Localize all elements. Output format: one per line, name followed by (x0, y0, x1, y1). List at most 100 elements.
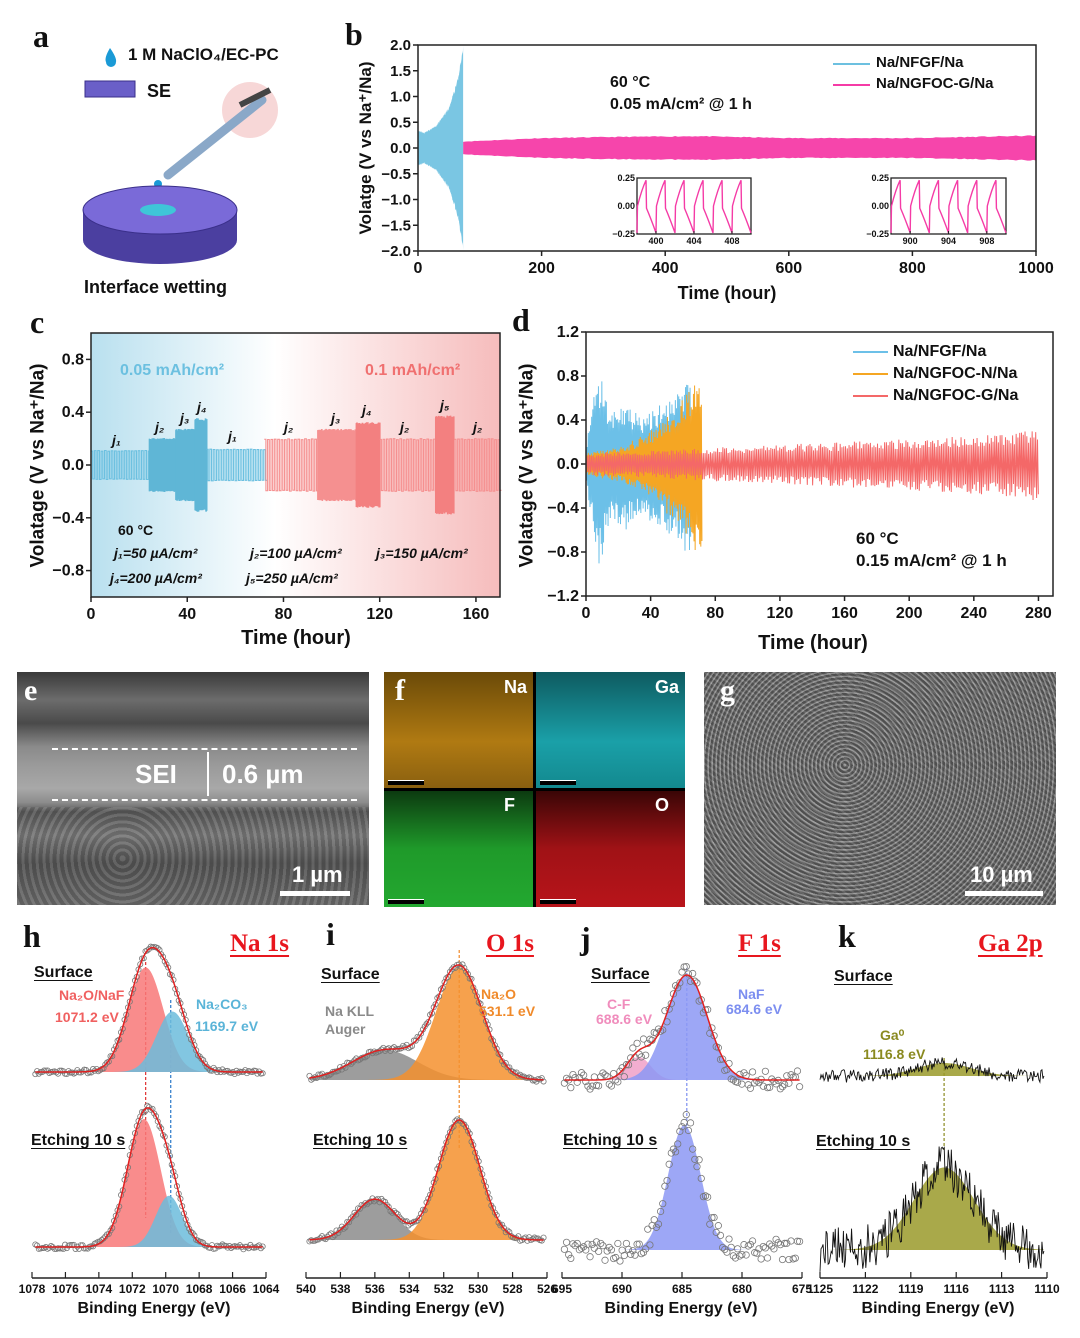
k-x-tick-label: 1116 (944, 1282, 970, 1296)
i-data-point (538, 1075, 545, 1082)
i-x-tick-label: 536 (365, 1282, 385, 1296)
h-data-point (55, 1070, 62, 1077)
j-data-point (787, 1071, 795, 1079)
d-x-tick-label: 0 (582, 605, 591, 622)
h-peak-name: Na₂O/NaF (59, 987, 125, 1003)
h-data-point (56, 1245, 63, 1252)
k-x-axis-title: Binding Energy (eV) (861, 1300, 1015, 1317)
j-data-point (607, 1246, 616, 1254)
d-y-axis-title: Volatage (V vs Na⁺/Na) (516, 363, 538, 568)
j-data-point (567, 1084, 575, 1092)
d-series-Na-NGFOC-G-Na (585, 431, 1039, 501)
b-y-tick-label: −1.0 (381, 192, 411, 209)
j-data-point (620, 1251, 628, 1260)
j-peak-value: 684.6 eV (726, 1001, 783, 1017)
b-inset-y-tick-label: −0.25 (866, 229, 889, 239)
i-data-point (463, 1124, 470, 1131)
c-y-tick-label: −0.8 (52, 563, 84, 580)
i-data-point (540, 1078, 547, 1085)
j-data-point (601, 1256, 609, 1264)
eds-label-na: Na (504, 677, 528, 697)
h-data-point (257, 1245, 264, 1252)
j-data-point (659, 1200, 667, 1208)
interface-wetting-caption: Interface wetting (84, 277, 228, 297)
j-data-point (725, 1235, 733, 1243)
c-annotation-temp: 60 °C (118, 522, 154, 538)
i-x-tick-label: 534 (399, 1282, 419, 1296)
c-segment-label: j₄ (362, 402, 372, 418)
b-inset-y-tick-label: 0.25 (871, 173, 889, 183)
c-y-tick-label: 0.0 (62, 457, 84, 474)
c-x-axis-title: Time (hour) (241, 627, 351, 649)
j-x-tick-label: 680 (732, 1282, 752, 1296)
i-data-point (396, 1214, 403, 1221)
b-inset-y-tick-label: 0.00 (617, 201, 635, 211)
h-data-point (259, 1070, 266, 1077)
j-data-point (562, 1238, 571, 1246)
h-etching-label: Etching 10 s (31, 1132, 126, 1149)
j-data-point (595, 1247, 603, 1256)
b-inset-x-tick-label: 408 (724, 236, 739, 246)
i-peak-value: 531.1 eV (479, 1003, 536, 1019)
d-y-tick-label: 0.8 (557, 368, 579, 385)
panel-letter-a: a (33, 18, 49, 54)
i-data-point (470, 1142, 477, 1149)
i-data-point (441, 979, 448, 986)
d-legend-label-ngfoc-g: Na/NGFOC-G/Na (893, 387, 1019, 404)
i-x-tick-label: 526 (537, 1282, 557, 1296)
c-x-tick-label: 0 (87, 606, 96, 623)
j-data-point (684, 970, 693, 978)
j-data-point (597, 1239, 605, 1248)
i-x-tick-label: 530 (468, 1282, 488, 1296)
b-series-Na-NGFOC-G-Na (463, 135, 1036, 161)
j-data-point (650, 1216, 658, 1224)
j-data-point (599, 1242, 607, 1250)
b-y-tick-label: −1.5 (381, 217, 411, 234)
j-data-point (766, 1240, 774, 1248)
i-data-point (349, 1213, 356, 1220)
h-data-point (222, 1242, 229, 1249)
d-x-axis-title: Time (hour) (758, 632, 868, 654)
j-data-point (748, 1237, 757, 1245)
i-peak-component (362, 967, 544, 1080)
j-surface-label: Surface (591, 966, 650, 983)
c-y-tick-label: 0.4 (62, 404, 84, 421)
i-data-point (418, 1030, 425, 1037)
j-data-point (607, 1082, 616, 1090)
k-peak-value: 1116.8 eV (863, 1046, 926, 1062)
j-data-point (627, 1250, 635, 1258)
d-y-tick-label: −0.4 (547, 500, 579, 517)
b-y-axis-title: Volatge (V vs Na⁺/Na) (356, 61, 375, 235)
d-annotation-temp: 60 °C (856, 529, 899, 548)
h-data-point (65, 1068, 72, 1075)
j-data-point (571, 1242, 579, 1250)
b-x-axis-title: Time (hour) (677, 283, 777, 303)
i-x-tick-label: 532 (434, 1282, 454, 1296)
c-voltage-segment (148, 438, 176, 492)
c-voltage-segment (175, 428, 195, 502)
c-x-tick-label: 40 (178, 606, 196, 623)
c-segment-label: j₃ (331, 410, 341, 426)
eds-mapping: f Na Ga F O (384, 672, 685, 907)
h-x-axis-title: Binding Energy (eV) (77, 1300, 231, 1317)
eds-label-ga: Ga (655, 677, 680, 697)
j-data-point (616, 1257, 624, 1265)
i-etching-label: Etching 10 s (313, 1132, 408, 1149)
j-data-point (714, 1044, 722, 1052)
j-data-point (776, 1085, 784, 1093)
j-x-axis-title: Binding Energy (eV) (604, 1300, 758, 1317)
j-data-point (795, 1083, 804, 1091)
j-data-point (682, 962, 690, 971)
d-y-tick-label: 1.2 (557, 324, 579, 341)
h-x-tick-label: 1066 (219, 1282, 246, 1296)
j-data-point (597, 1073, 605, 1081)
eds-map-ga (536, 672, 685, 788)
j-peak-component (617, 1125, 752, 1250)
j-data-point (644, 1225, 652, 1233)
h-data-point (201, 1060, 208, 1067)
k-surface-label: Surface (834, 968, 893, 985)
j-data-point (663, 1176, 671, 1185)
d-x-tick-label: 200 (896, 605, 923, 622)
pipette-plunger (238, 87, 272, 108)
eds-map-na (384, 672, 533, 788)
